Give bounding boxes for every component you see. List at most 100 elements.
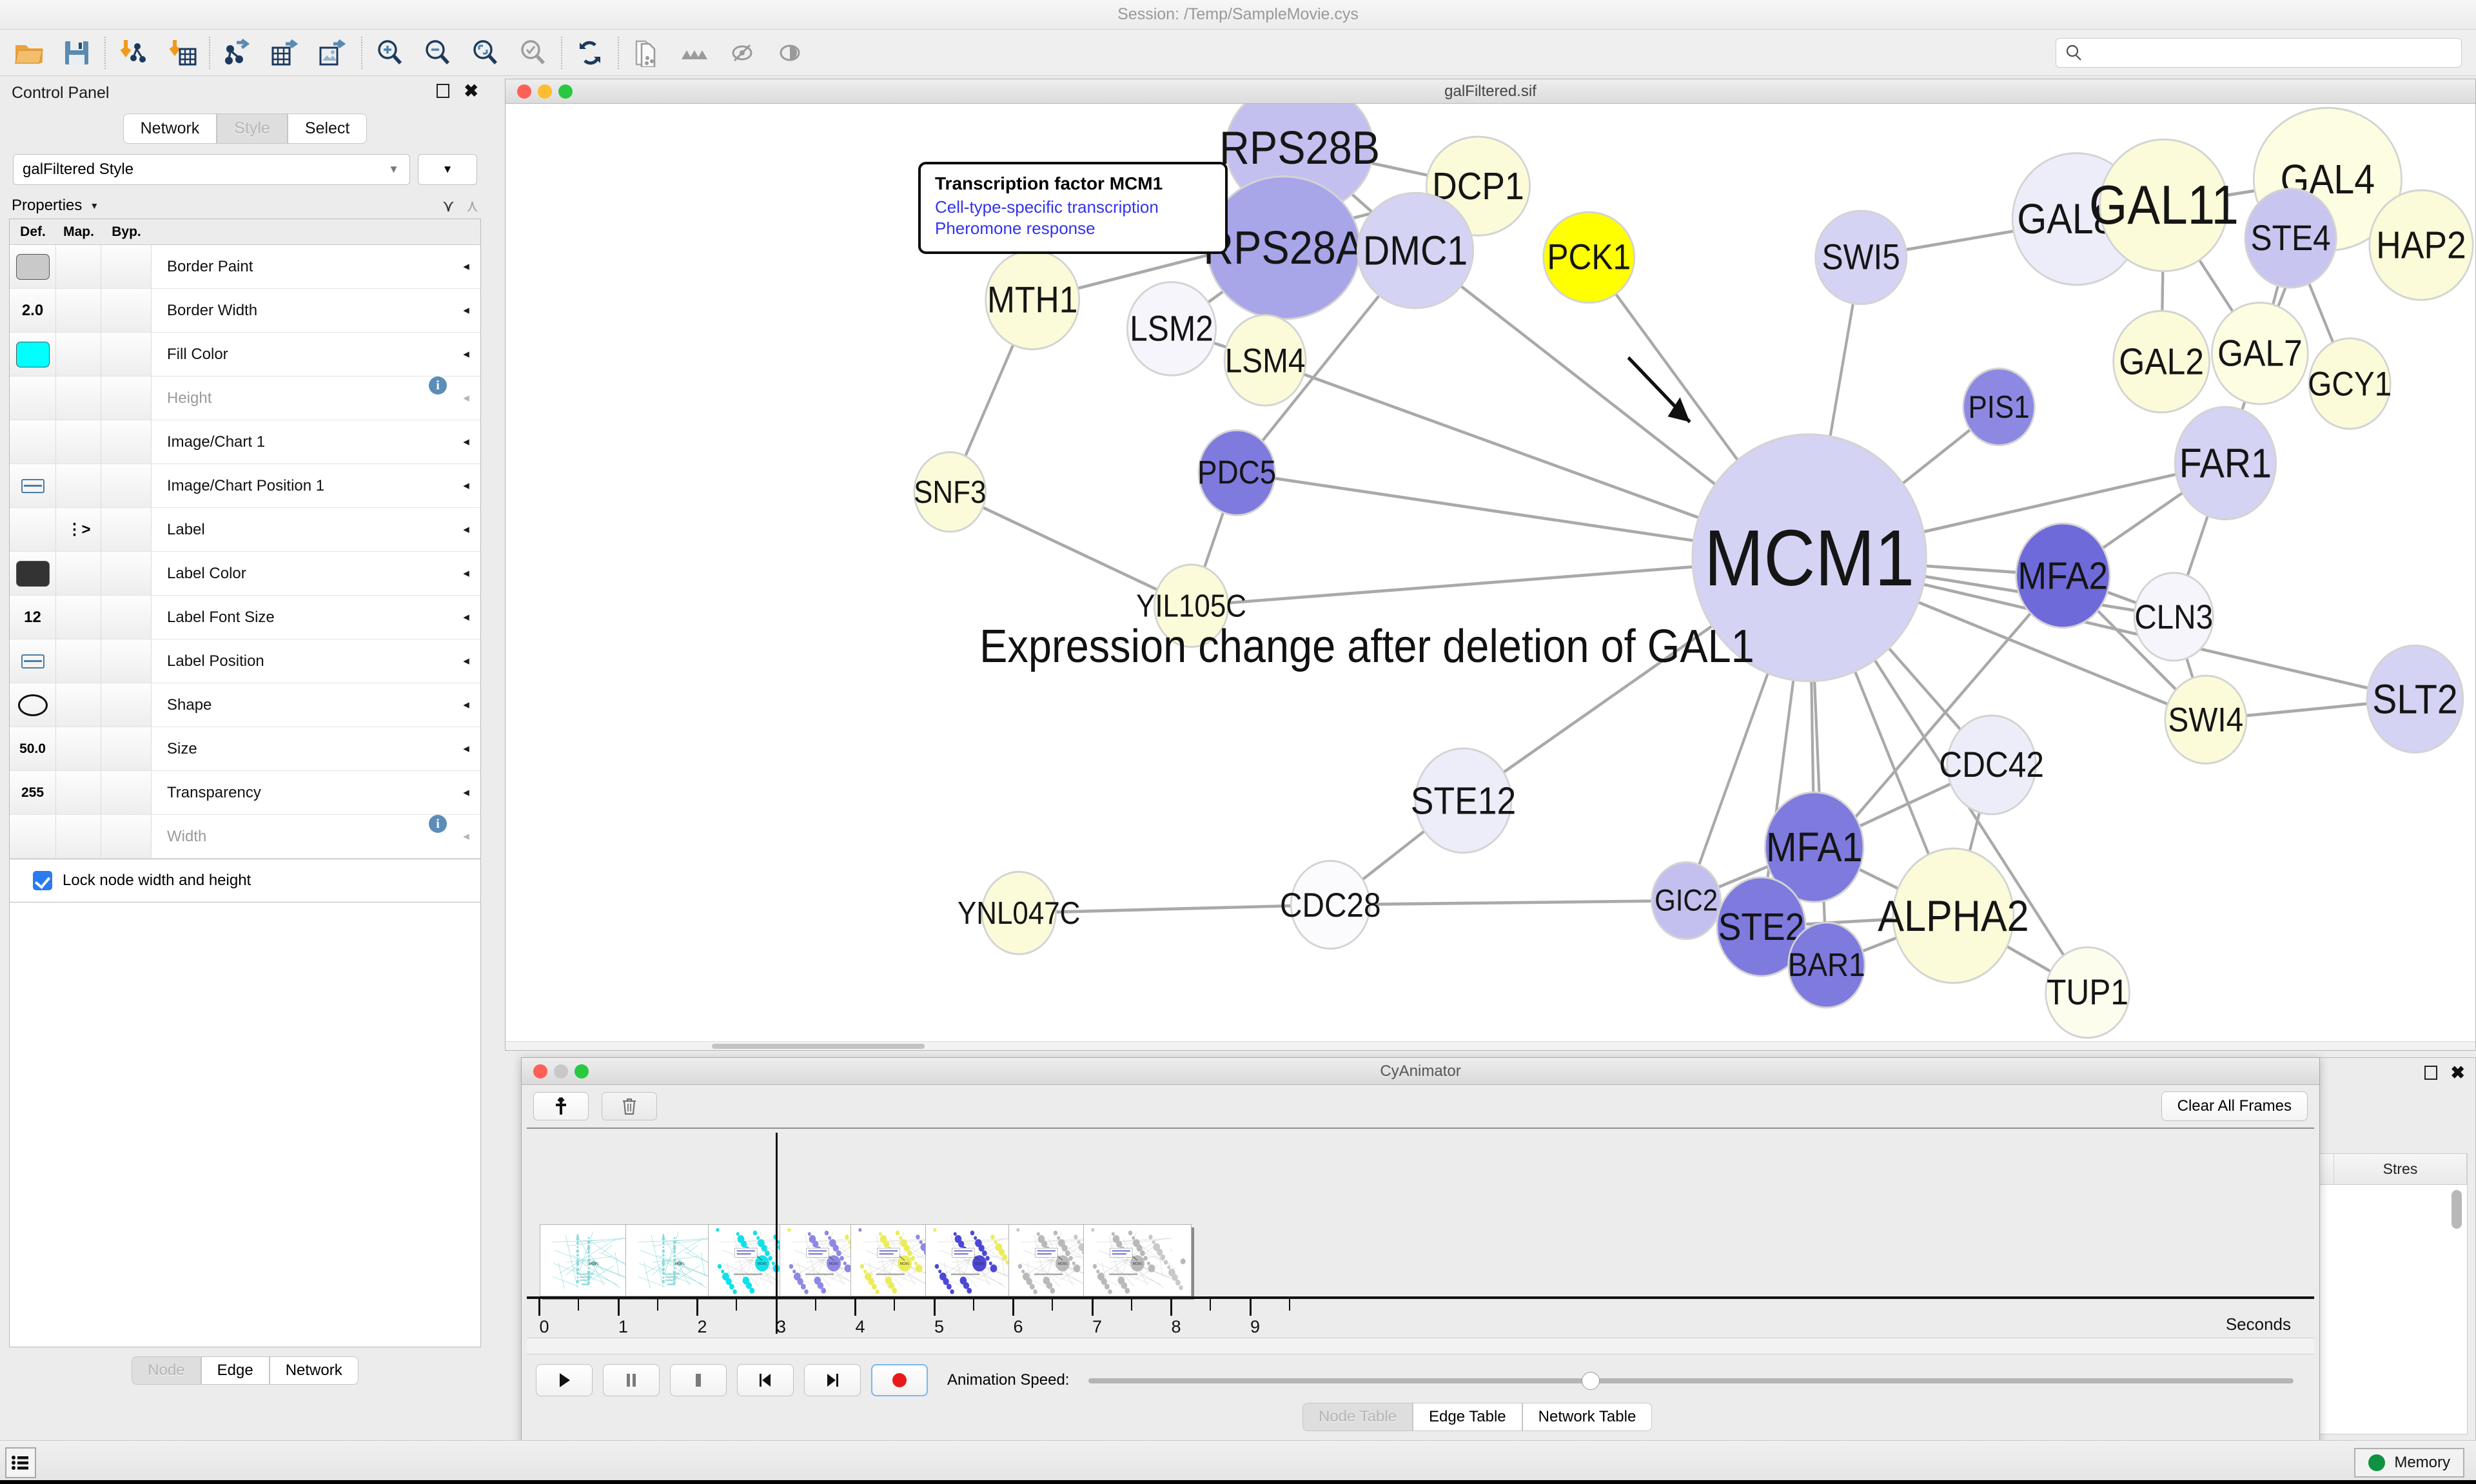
property-bypass-cell[interactable] — [101, 333, 152, 376]
tab-network-props[interactable]: Network — [269, 1356, 359, 1385]
maximize-window-button[interactable] — [558, 84, 573, 99]
property-default-cell[interactable] — [10, 815, 56, 858]
search-input[interactable] — [2090, 43, 2461, 62]
expand-property-icon[interactable]: ◂ — [463, 567, 469, 580]
network-node[interactable]: YIL105C — [1136, 563, 1246, 648]
lock-node-size-checkbox[interactable] — [33, 871, 52, 890]
import-table-icon[interactable] — [157, 30, 205, 75]
network-node[interactable]: GAL7 — [2211, 302, 2309, 405]
network-node[interactable]: PIS1 — [1962, 367, 2036, 447]
close-table-panel-icon[interactable]: ✖ — [2450, 1063, 2465, 1082]
property-bypass-cell[interactable] — [101, 420, 152, 464]
mapping-icon[interactable]: ⋮> — [66, 521, 90, 538]
hide-selected-icon[interactable] — [718, 30, 766, 75]
import-network-icon[interactable] — [110, 30, 157, 75]
expand-property-icon[interactable]: ◂ — [463, 786, 469, 799]
position-icon[interactable] — [21, 654, 44, 669]
property-mapping-cell[interactable] — [56, 727, 101, 770]
collapse-all-icon[interactable]: ⋏ — [466, 195, 478, 215]
expand-property-icon[interactable]: ◂ — [463, 742, 469, 756]
export-network-icon[interactable] — [214, 30, 262, 75]
table-vertical-scrollbar[interactable] — [2451, 1190, 2462, 1434]
expand-all-icon[interactable]: ⋎ — [442, 195, 455, 215]
property-default-cell[interactable] — [10, 508, 56, 551]
property-mapping-cell[interactable] — [56, 245, 101, 288]
network-node[interactable]: YNL047C — [958, 870, 1080, 955]
style-select[interactable]: galFiltered Style ▼ — [13, 154, 410, 185]
property-row[interactable]: Height i ◂ — [10, 376, 480, 420]
expand-property-icon[interactable]: ◂ — [463, 260, 469, 273]
expand-property-icon[interactable]: ◂ — [463, 391, 469, 405]
property-default-cell[interactable] — [10, 245, 56, 288]
stop-button[interactable] — [670, 1364, 727, 1396]
network-node[interactable]: BAR1 — [1787, 921, 1866, 1009]
property-mapping-cell[interactable] — [56, 464, 101, 507]
network-node[interactable]: STE12 — [1411, 747, 1516, 854]
tab-edge[interactable]: Edge — [201, 1356, 270, 1385]
timeline-frame[interactable]: MCM1 — [1083, 1224, 1192, 1296]
annotation-callout[interactable]: Transcription factor MCM1 Cell-type-spec… — [918, 162, 1228, 254]
network-node[interactable]: GCY1 — [2308, 337, 2392, 430]
network-canvas[interactable]: RPS28B DCP1 RPS28A DMC1 PCK1 SWI5 GAL80 GAL11 GA… — [506, 104, 2475, 1050]
color-swatch[interactable] — [15, 560, 50, 587]
fit-content-icon[interactable] — [509, 30, 557, 75]
next-frame-button[interactable] — [804, 1364, 861, 1396]
property-bypass-cell[interactable] — [101, 376, 152, 420]
timeline-playhead[interactable] — [775, 1133, 778, 1334]
property-bypass-cell[interactable] — [101, 596, 152, 639]
zoom-in-icon[interactable] — [366, 30, 414, 75]
properties-menu-icon[interactable]: ▼ — [90, 200, 99, 211]
network-node[interactable]: STE2 — [1716, 876, 1807, 977]
open-folder-icon[interactable] — [5, 30, 53, 75]
property-mapping-cell[interactable] — [56, 289, 101, 332]
property-bypass-cell[interactable] — [101, 727, 152, 770]
cyanimator-timeline[interactable]: MCM1 MCM1 MCM1 MCM1 MCM1 MCM1 MCM1 MCM1 0 1 2 3 4 5 6… — [527, 1128, 2314, 1336]
property-bypass-cell[interactable] — [101, 771, 152, 814]
property-bypass-cell[interactable] — [101, 683, 152, 727]
property-row[interactable]: Image/Chart Position 1 ◂ — [10, 464, 480, 508]
property-default-cell[interactable] — [10, 333, 56, 376]
network-node[interactable]: GIC2 — [1651, 861, 1722, 941]
table-col-stress[interactable]: Stres — [2334, 1154, 2467, 1184]
tab-network-table[interactable]: Network Table — [1522, 1403, 1653, 1431]
close-window-button[interactable] — [517, 84, 531, 99]
record-button[interactable] — [871, 1364, 928, 1396]
zoom-out-icon[interactable] — [414, 30, 462, 75]
property-mapping-cell[interactable] — [56, 683, 101, 727]
zoom-selected-icon[interactable] — [462, 30, 509, 75]
network-node[interactable]: MCM1 — [1691, 433, 1927, 683]
color-swatch[interactable] — [15, 341, 50, 367]
animation-speed-slider[interactable] — [1088, 1364, 2294, 1396]
property-default-cell[interactable]: 12 — [10, 596, 56, 639]
color-swatch[interactable] — [15, 253, 50, 280]
property-row[interactable]: Label Position ◂ — [10, 639, 480, 683]
export-image-icon[interactable] — [310, 30, 357, 75]
property-mapping-cell[interactable]: ⋮> — [56, 508, 101, 551]
property-row[interactable]: 12 Label Font Size ◂ — [10, 596, 480, 639]
property-row[interactable]: ⋮> Label ◂ — [10, 508, 480, 552]
property-bypass-cell[interactable] — [101, 639, 152, 683]
network-node[interactable]: RPS28A — [1203, 175, 1364, 320]
property-row[interactable]: Shape ◂ — [10, 683, 480, 727]
minimize-cyanimator-button[interactable] — [554, 1064, 568, 1079]
property-mapping-cell[interactable] — [56, 639, 101, 683]
property-bypass-cell[interactable] — [101, 245, 152, 288]
property-mapping-cell[interactable] — [56, 376, 101, 420]
network-node[interactable]: HAP2 — [2368, 189, 2474, 301]
info-icon[interactable]: i — [429, 815, 447, 833]
network-node[interactable]: CDC28 — [1280, 859, 1381, 950]
tab-style[interactable]: Style — [217, 113, 288, 144]
network-node[interactable]: MFA1 — [1764, 791, 1865, 903]
maximize-cyanimator-button[interactable] — [575, 1064, 589, 1079]
property-row[interactable]: 255 Transparency ◂ — [10, 771, 480, 815]
property-row[interactable]: Fill Color ◂ — [10, 333, 480, 376]
property-bypass-cell[interactable] — [101, 508, 152, 551]
expand-property-icon[interactable]: ◂ — [463, 654, 469, 668]
expand-property-icon[interactable]: ◂ — [463, 479, 469, 493]
property-default-cell[interactable] — [10, 683, 56, 727]
property-row[interactable]: Border Paint ◂ — [10, 245, 480, 289]
tab-node-table[interactable]: Node Table — [1302, 1403, 1413, 1431]
network-horizontal-scrollbar[interactable] — [506, 1041, 2475, 1050]
network-node[interactable]: LSM2 — [1126, 281, 1217, 376]
